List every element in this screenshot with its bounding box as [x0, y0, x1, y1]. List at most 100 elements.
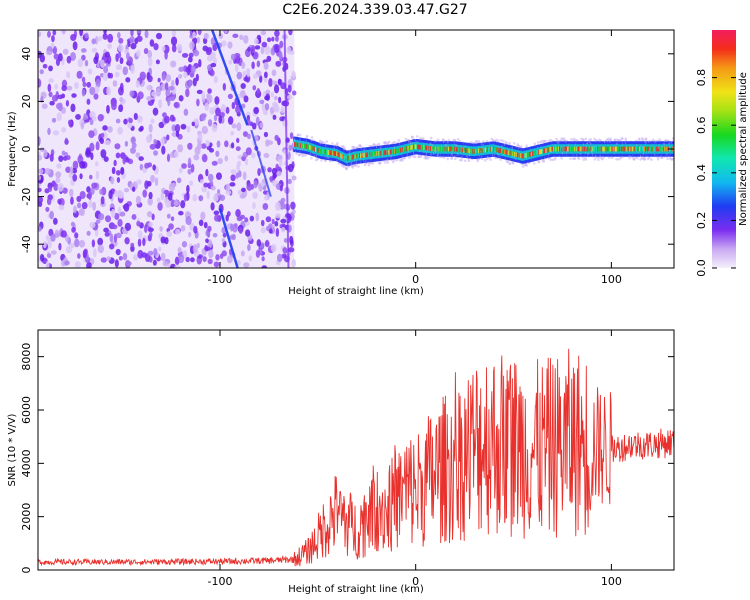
noise-speckle: [256, 87, 261, 95]
noise-speckle: [65, 166, 71, 173]
noise-speckle: [202, 256, 207, 263]
noise-speckle: [213, 114, 218, 122]
noise-speckle: [263, 152, 270, 159]
noise-speckle: [48, 65, 53, 72]
noise-speckle: [168, 223, 174, 230]
noise-speckle: [147, 49, 153, 59]
noise-speckle: [192, 244, 198, 254]
noise-speckle: [57, 102, 63, 112]
noise-speckle: [196, 89, 203, 95]
noise-speckle: [174, 228, 181, 235]
ridge-halo: [310, 156, 313, 160]
noise-speckle: [181, 241, 188, 248]
noise-speckle: [251, 45, 256, 54]
noise-speckle: [275, 60, 282, 67]
noise-speckle: [263, 61, 269, 70]
noise-speckle: [187, 168, 192, 175]
noise-speckle: [173, 150, 179, 158]
noise-speckle: [157, 201, 163, 211]
noise-speckle: [111, 101, 117, 111]
x-tick-label: -100: [208, 273, 233, 286]
noise-speckle: [185, 88, 190, 98]
noise-speckle: [91, 182, 98, 189]
noise-speckle: [281, 253, 287, 259]
noise-speckle: [280, 226, 286, 233]
noise-speckle: [213, 210, 220, 216]
noise-speckle: [93, 56, 99, 65]
noise-speckle: [245, 229, 251, 237]
noise-speckle: [155, 59, 160, 65]
noise-speckle: [47, 83, 52, 93]
colorbar-tick-label: 0.0: [695, 259, 708, 277]
noise-speckle: [212, 233, 218, 238]
noise-speckle: [118, 37, 124, 44]
noise-speckle: [252, 85, 257, 91]
noise-speckle: [245, 147, 252, 156]
noise-speckle: [81, 89, 86, 97]
noise-speckle: [139, 125, 144, 131]
noise-speckle: [227, 116, 234, 125]
ridge-halo: [544, 139, 548, 143]
noise-speckle: [106, 104, 110, 114]
noise-speckle: [276, 170, 282, 177]
noise-speckle: [208, 249, 214, 259]
noise-speckle: [168, 85, 175, 91]
noise-speckle: [280, 218, 287, 224]
ridge-halo: [411, 135, 415, 139]
noise-speckle: [260, 181, 265, 187]
noise-speckle: [158, 99, 163, 109]
noise-speckle: [104, 215, 112, 223]
noise-speckle: [271, 69, 277, 77]
ridge-halo: [512, 141, 516, 145]
ridge-halo: [417, 155, 420, 159]
noise-speckle: [117, 206, 122, 214]
noise-speckle: [173, 101, 179, 108]
ridge-halo: [610, 156, 614, 160]
streak: [218, 208, 239, 268]
ridge-halo: [450, 157, 453, 160]
noise-speckle: [58, 204, 65, 211]
noise-speckle: [176, 177, 182, 184]
noise-speckle: [65, 245, 73, 254]
noise-speckle: [120, 167, 125, 175]
noise-speckle: [234, 63, 239, 73]
noise-speckle: [291, 175, 297, 181]
ridge-halo: [397, 139, 401, 142]
noise-speckle: [274, 134, 279, 142]
ridge-halo: [505, 142, 508, 145]
noise-speckle: [81, 54, 86, 61]
noise-speckle: [47, 239, 52, 249]
noise-speckle: [65, 100, 70, 107]
noise-speckle: [230, 174, 236, 182]
noise-speckle: [287, 84, 292, 93]
noise-speckle: [108, 189, 113, 200]
noise-speckle: [95, 141, 100, 151]
noise-speckle: [178, 74, 183, 79]
noise-speckle: [210, 185, 216, 191]
ridge-halo: [393, 140, 396, 144]
noise-speckle: [190, 257, 195, 263]
noise-speckle: [74, 238, 80, 248]
noise-speckle: [188, 79, 193, 87]
noise-speckle: [215, 254, 220, 261]
ridge-halo: [589, 138, 592, 141]
noise-speckle: [265, 89, 271, 95]
noise-speckle: [102, 33, 108, 40]
ridge-halo: [517, 144, 521, 148]
ridge-halo: [606, 137, 610, 141]
noise-speckle: [144, 224, 148, 233]
noise-speckle: [160, 192, 165, 201]
noise-speckle: [256, 239, 262, 247]
ridge-halo: [460, 158, 464, 162]
noise-speckle: [124, 157, 130, 163]
noise-speckle: [98, 213, 105, 221]
noise-speckle: [104, 139, 111, 146]
noise-speckle: [111, 224, 118, 230]
noise-speckle: [259, 99, 265, 105]
noise-speckle: [89, 142, 95, 152]
noise-speckle: [114, 212, 120, 220]
ridge-halo: [331, 142, 334, 145]
noise-speckle: [56, 112, 62, 122]
noise-speckle: [205, 168, 209, 177]
noise-speckle: [213, 75, 218, 84]
